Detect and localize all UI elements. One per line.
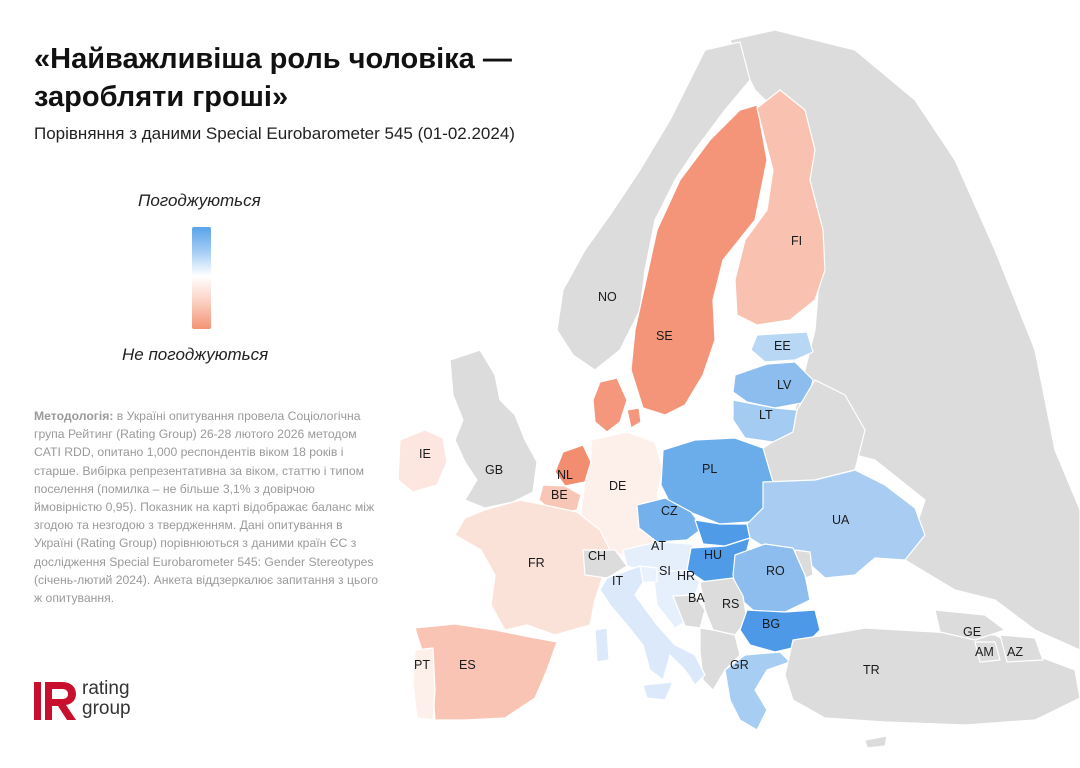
label-LT: LT	[759, 408, 773, 422]
legend-color-scale	[192, 227, 211, 329]
methodology-label: Методологія:	[34, 409, 114, 423]
country-AM	[974, 641, 1001, 663]
country-FI	[734, 89, 826, 326]
rating-group-logo: rating group	[34, 679, 154, 722]
country-AZ	[999, 634, 1044, 663]
country-IT-sardinia	[594, 627, 610, 663]
label-CH: CH	[588, 549, 606, 563]
label-ES: ES	[459, 658, 476, 672]
label-BG: BG	[762, 617, 780, 631]
label-SI: SI	[659, 564, 671, 578]
country-ES	[414, 623, 558, 721]
country-LV	[732, 361, 814, 409]
country-NO	[556, 41, 751, 371]
label-PL: PL	[702, 462, 717, 476]
country-SE	[630, 104, 768, 416]
label-FI: FI	[791, 234, 802, 248]
label-GB: GB	[485, 463, 503, 477]
label-HU: HU	[704, 548, 722, 562]
label-LV: LV	[777, 378, 792, 392]
country-GR	[724, 651, 791, 731]
label-EE: EE	[774, 339, 791, 353]
label-NO: NO	[598, 290, 617, 304]
label-SE: SE	[656, 329, 673, 343]
country-CH	[582, 549, 628, 579]
country-EE	[750, 331, 814, 363]
label-BA: BA	[688, 591, 705, 605]
legend-agree-label: Погоджуються	[138, 191, 261, 210]
label-GE: GE	[963, 625, 981, 639]
label-TR: TR	[863, 663, 880, 677]
country-DK	[592, 377, 628, 433]
label-AM: AM	[975, 645, 994, 659]
country-IT-sicily	[642, 681, 674, 701]
label-GR: GR	[730, 658, 749, 672]
europe-map: NO SE FI EE LV LT IE GB NL BE DE PL CZ A…	[395, 30, 1080, 750]
label-IT: IT	[612, 574, 623, 588]
country-FR	[454, 499, 611, 636]
label-UA: UA	[832, 513, 850, 527]
country-DK-islands	[626, 407, 642, 429]
logo-line-2: group	[82, 698, 131, 719]
country-BA	[672, 594, 706, 629]
page-subtitle: Порівняння з даними Special Eurobaromete…	[34, 124, 515, 143]
label-HR: HR	[677, 569, 695, 583]
country-IE	[397, 429, 448, 493]
page-title: «Найважливіша роль чоловіка — заробляти …	[34, 43, 512, 113]
label-RS: RS	[722, 597, 739, 611]
label-IE: IE	[419, 447, 431, 461]
country-IT	[599, 565, 706, 686]
label-DE: DE	[609, 479, 626, 493]
label-FR: FR	[528, 556, 545, 570]
rating-logo-mark-icon	[34, 682, 76, 720]
methodology-note: Методологія: в Україні опитування провел…	[34, 407, 384, 607]
label-CZ: CZ	[661, 504, 678, 518]
country-GB	[449, 349, 538, 509]
country-CY	[864, 735, 888, 749]
logo-wordmark: rating group	[82, 679, 131, 719]
label-PT: PT	[414, 658, 430, 672]
country-GE	[934, 609, 1006, 641]
logo-line-1: rating	[82, 678, 130, 699]
label-RO: RO	[766, 564, 785, 578]
country-PT	[412, 647, 436, 721]
legend-disagree-label: Не погоджуються	[122, 345, 269, 364]
methodology-text: в Україні опитування провела Соціологічн…	[34, 409, 379, 606]
label-AZ: AZ	[1007, 645, 1023, 659]
label-AT: AT	[651, 539, 666, 553]
country-CZ	[636, 497, 704, 543]
europe-map-svg: NO SE FI EE LV LT IE GB NL BE DE PL CZ A…	[397, 30, 1080, 749]
label-BE: BE	[551, 488, 568, 502]
label-NL: NL	[557, 468, 573, 482]
